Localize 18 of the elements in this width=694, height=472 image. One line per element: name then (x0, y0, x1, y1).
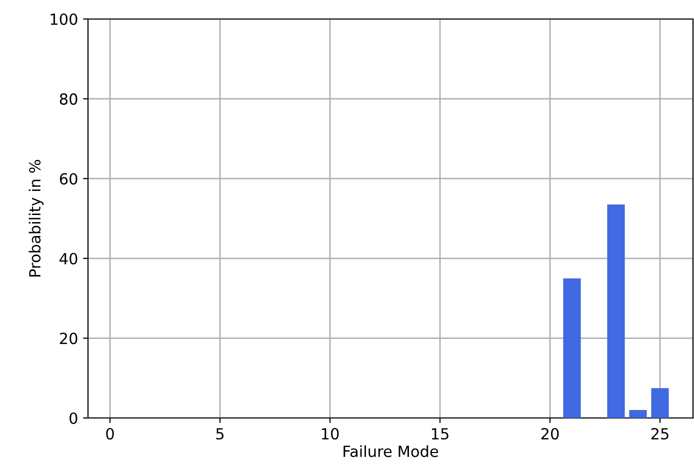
y-tick-label: 60 (60, 173, 78, 185)
y-tick-label: 40 (60, 252, 78, 264)
x-tick-label: 5 (216, 428, 224, 440)
bar (607, 204, 625, 418)
y-tick-label: 80 (60, 93, 78, 105)
x-axis-title: Failure Mode (344, 445, 438, 458)
x-tick-label: 25 (651, 428, 668, 440)
x-tick-label: 0 (106, 428, 114, 440)
y-tick-label: 100 (50, 13, 78, 26)
x-tick-label: 15 (432, 428, 448, 440)
y-tick-label: 0 (70, 412, 78, 424)
x-tick-label: 20 (541, 428, 559, 440)
bar (651, 388, 669, 418)
bar (563, 278, 581, 418)
y-tick-label: 20 (60, 332, 78, 344)
x-tick-label: 10 (322, 428, 339, 440)
y-axis-title: Probability in % (28, 160, 44, 276)
bar (629, 410, 647, 418)
